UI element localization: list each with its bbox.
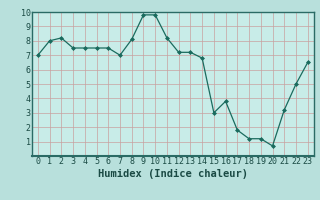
X-axis label: Humidex (Indice chaleur): Humidex (Indice chaleur) [98, 169, 248, 179]
